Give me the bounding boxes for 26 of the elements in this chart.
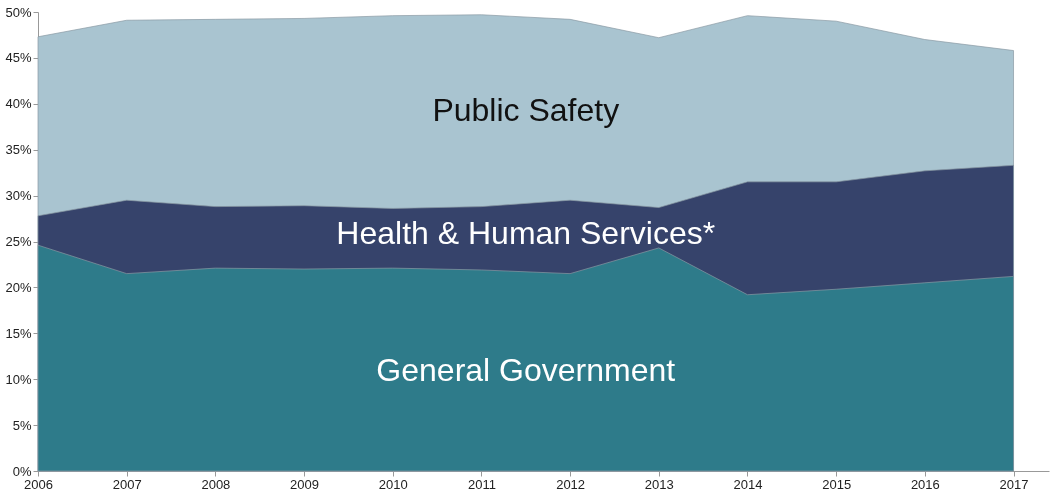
series-label: General Government — [376, 352, 676, 389]
y-tick-label: 30% — [5, 188, 32, 204]
y-tick-label: 45% — [5, 50, 32, 66]
y-tick-label: 50% — [5, 4, 32, 20]
y-tick-label: 25% — [5, 234, 32, 249]
y-tick-label: 35% — [5, 142, 32, 158]
x-tick-label: 2006 — [24, 476, 53, 492]
y-tick-label: 20% — [5, 279, 32, 295]
y-tick-label: 10% — [5, 371, 32, 387]
x-tick-label: 2013 — [644, 476, 674, 492]
x-tick-label: 2010 — [378, 476, 408, 492]
x-tick-label: 2009 — [290, 476, 320, 492]
x-tick-label: 2015 — [822, 476, 852, 492]
y-tick-label: 40% — [5, 96, 32, 112]
y-tick-label: 15% — [5, 325, 32, 341]
x-tick-label: 2016 — [910, 476, 940, 492]
y-tick-label: 0% — [12, 463, 32, 479]
x-tick-label: 2017 — [999, 476, 1029, 492]
y-tick-label: 5% — [12, 417, 32, 433]
series-label: Health & Human Services* — [336, 214, 716, 251]
series-label: Public Safety — [432, 91, 620, 128]
x-tick-label: 2011 — [467, 476, 496, 492]
x-tick-label: 2014 — [733, 476, 763, 492]
x-tick-label: 2008 — [201, 476, 231, 492]
x-tick-label: 2007 — [112, 476, 142, 492]
x-tick-label: 2012 — [556, 476, 586, 492]
